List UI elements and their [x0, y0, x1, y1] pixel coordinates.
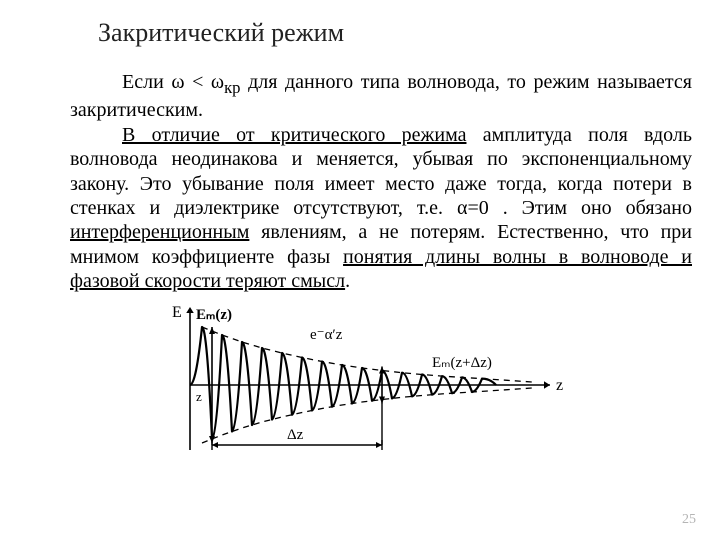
- decay-wave-figure: Ez Eₘ(z) e⁻α′z Eₘ(z+Δz) Δz z: [150, 299, 580, 459]
- svg-text:Eₘ(z+Δz): Eₘ(z+Δz): [432, 355, 492, 371]
- svg-text:z: z: [196, 389, 202, 404]
- svg-text:Δz: Δz: [287, 427, 304, 443]
- slide-title: Закритический режим: [98, 18, 692, 48]
- p1-a: Если ω < ω: [122, 71, 224, 93]
- svg-text:E: E: [172, 304, 182, 321]
- decay-wave-svg: Ez Eₘ(z) e⁻α′z Eₘ(z+Δz) Δz z: [150, 299, 580, 459]
- svg-text:Eₘ(z): Eₘ(z): [196, 307, 232, 323]
- svg-text:z: z: [556, 377, 563, 394]
- body-text: Если ω < ωкр для данного типа волновода,…: [70, 70, 692, 293]
- page-number: 25: [682, 512, 696, 528]
- paragraph-2: В отличие от критического режима амплиту…: [70, 123, 692, 294]
- p2-a-underline: В отличие от критического режима: [122, 124, 466, 146]
- svg-text:e⁻α′z: e⁻α′z: [310, 327, 343, 343]
- p2-f: .: [345, 270, 350, 292]
- p2-c-underline: интерференционным: [70, 221, 249, 243]
- paragraph-1: Если ω < ωкр для данного типа волновода,…: [70, 70, 692, 123]
- p1-sub: кр: [224, 78, 240, 97]
